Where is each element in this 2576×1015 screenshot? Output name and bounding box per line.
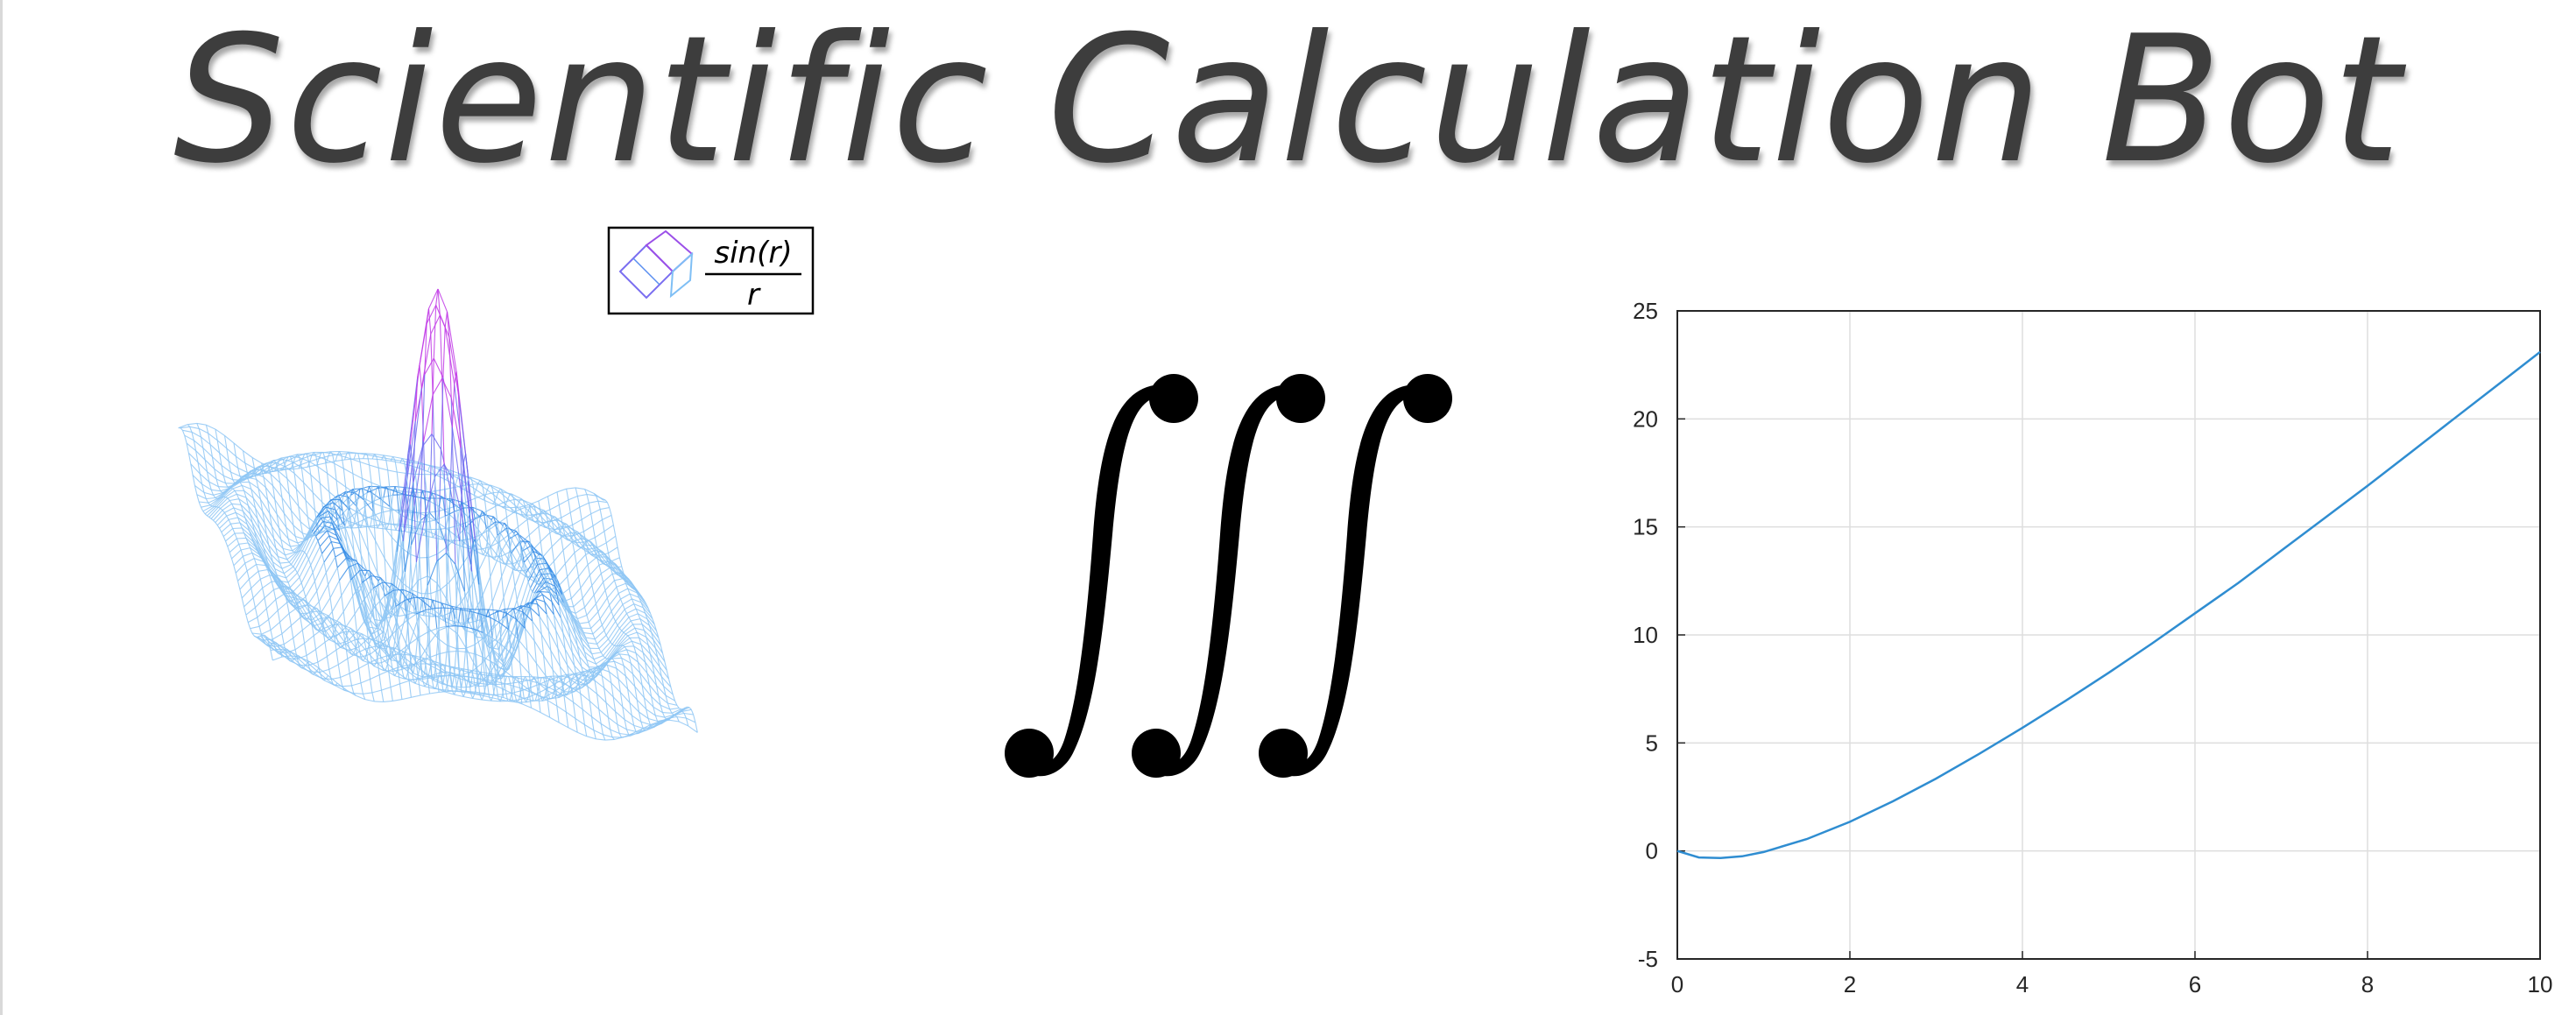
sinc-surface-mesh: sin(r) r — [178, 226, 815, 741]
integral-sign-2 — [1132, 374, 1325, 778]
line-plot-chart: 0 2 4 6 8 10 -5 0 5 10 15 20 25 — [1633, 298, 2552, 997]
x-tick-label: 6 — [2189, 971, 2201, 997]
y-tick-label: 0 — [1646, 838, 1658, 864]
x-tick-label: 10 — [2528, 971, 2553, 997]
x-tick-label: 8 — [2361, 971, 2374, 997]
triple-integral-figure — [955, 333, 1498, 823]
legend-numerator: sin(r) — [714, 236, 792, 271]
legend-denominator: r — [747, 278, 761, 313]
mesh-legend-icon — [618, 229, 694, 300]
x-tick-label: 4 — [2016, 971, 2029, 997]
surface-legend: sin(r) r — [607, 226, 815, 315]
y-tick-label: 25 — [1633, 298, 1658, 324]
y-tick-label: 20 — [1633, 405, 1658, 432]
plot-series-line — [1676, 350, 2541, 860]
y-tick-label: 15 — [1633, 514, 1658, 540]
x-tick-label: 0 — [1671, 971, 1683, 997]
sinc-surface-figure: sin(r) r — [26, 219, 858, 814]
line-plot-figure: 0 2 4 6 8 10 -5 0 5 10 15 20 25 — [1594, 289, 2558, 1015]
plot-grid — [1676, 310, 2541, 960]
left-border — [0, 0, 3, 1015]
y-tick-label: -5 — [1638, 946, 1658, 972]
page-title: Scientific Calculation Bot — [173, 0, 2403, 202]
integral-sign-3 — [1259, 374, 1452, 778]
x-tick-label: 2 — [1844, 971, 1856, 997]
plot-tick-labels: 0 2 4 6 8 10 -5 0 5 10 15 20 25 — [1633, 298, 2552, 997]
integral-sign-1 — [1005, 374, 1198, 778]
triple-integral-icon — [1005, 374, 1452, 778]
y-tick-label: 10 — [1633, 622, 1658, 648]
y-tick-label: 5 — [1646, 730, 1658, 756]
